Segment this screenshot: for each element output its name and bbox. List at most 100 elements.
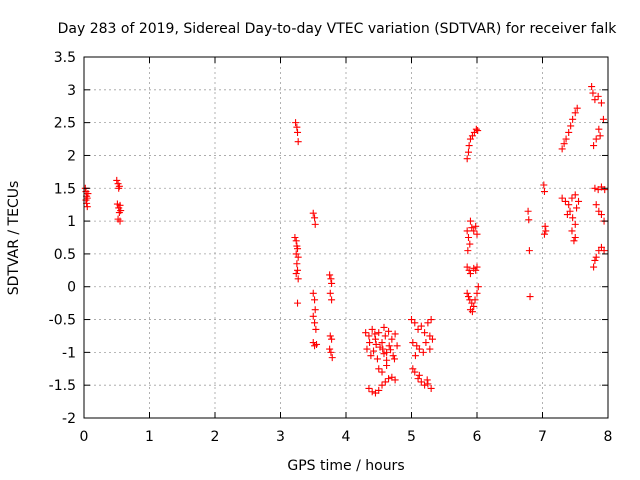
data-point	[368, 388, 376, 396]
data-point	[569, 214, 577, 222]
data-point	[600, 247, 608, 255]
data-point	[422, 339, 430, 347]
data-point	[409, 365, 417, 373]
data-point	[541, 222, 549, 230]
data-point	[328, 296, 336, 304]
x-tick-label: 1	[145, 429, 154, 445]
data-point	[309, 209, 317, 217]
data-point	[473, 289, 481, 297]
data-point	[292, 270, 300, 278]
data-point	[597, 211, 605, 219]
data-point	[379, 345, 387, 353]
data-point	[565, 201, 573, 209]
data-point	[427, 316, 435, 324]
data-point	[375, 329, 383, 337]
x-tick-label: 2	[211, 429, 220, 445]
data-point	[525, 247, 533, 255]
data-point	[311, 319, 319, 327]
data-point	[328, 354, 336, 362]
data-point	[381, 378, 389, 386]
data-point	[371, 330, 379, 338]
data-point	[599, 115, 607, 123]
data-point	[84, 190, 92, 198]
data-point	[568, 194, 576, 202]
y-axis-label: SDTVAR / TECUs	[6, 181, 22, 296]
data-point	[464, 247, 472, 255]
data-point	[570, 237, 578, 245]
data-point	[385, 342, 393, 350]
data-point	[409, 339, 417, 347]
y-tick-label: 3.5	[54, 50, 76, 66]
data-point	[383, 348, 391, 356]
data-point	[309, 289, 317, 297]
data-point	[366, 339, 374, 347]
data-point	[313, 340, 321, 348]
y-tick-label: 1.5	[54, 181, 76, 197]
data-point	[592, 253, 600, 261]
data-point	[113, 176, 121, 184]
data-point	[328, 279, 336, 287]
data-point	[424, 319, 432, 327]
x-tick-labels: 0 1 2 3 4 5 6 7 8	[80, 429, 613, 445]
data-point	[417, 322, 425, 330]
y-tick-label: -2	[62, 411, 76, 427]
data-point	[294, 266, 302, 274]
y-tick-labels: -2 -1.5 -1 -0.5 0 0.5 1 1.5 2 2.5 3 3.5	[49, 50, 76, 427]
data-point	[372, 340, 380, 348]
data-point	[383, 361, 391, 369]
data-point	[117, 207, 125, 215]
data-point	[116, 201, 124, 209]
y-tick-label: 0	[67, 280, 76, 296]
data-point	[115, 182, 123, 190]
data-point	[408, 316, 415, 324]
data-point	[385, 327, 393, 335]
data-point	[558, 194, 566, 202]
data-point	[571, 109, 579, 117]
data-point	[391, 330, 399, 338]
data-point	[473, 263, 481, 271]
data-point	[365, 384, 373, 392]
data-point	[563, 211, 571, 219]
data-point	[468, 308, 476, 316]
data-point	[326, 332, 334, 340]
data-point	[83, 194, 91, 202]
data-point	[368, 325, 376, 333]
data-point	[571, 234, 579, 241]
data-point	[465, 142, 473, 150]
data-point	[465, 266, 473, 274]
data-point	[424, 380, 432, 388]
data-point	[470, 227, 478, 235]
data-point	[540, 181, 548, 189]
data-point	[466, 270, 474, 278]
data-point	[387, 346, 395, 354]
data-point	[294, 299, 302, 307]
data-point	[466, 217, 474, 225]
data-point	[294, 128, 302, 136]
data-point	[326, 289, 334, 297]
data-point	[365, 332, 373, 340]
data-point	[423, 376, 431, 384]
data-point	[471, 296, 479, 304]
data-point	[472, 125, 480, 133]
data-point	[464, 293, 472, 301]
data-point	[311, 214, 319, 222]
data-point	[326, 271, 334, 279]
data-point	[415, 345, 423, 353]
data-point	[562, 135, 570, 143]
data-point	[560, 140, 568, 148]
data-point	[426, 345, 434, 353]
data-point	[411, 352, 419, 360]
data-point	[367, 352, 375, 360]
data-point	[294, 138, 302, 146]
data-point	[463, 155, 471, 163]
data-point	[428, 335, 436, 343]
data-point	[573, 104, 581, 112]
data-point	[463, 289, 471, 297]
x-tick-label: 5	[407, 429, 416, 445]
chart-title: Day 283 of 2019, Sidereal Day-to-day VTE…	[58, 21, 618, 37]
data-point	[326, 345, 334, 353]
data-point	[311, 220, 319, 228]
data-point	[540, 230, 548, 238]
